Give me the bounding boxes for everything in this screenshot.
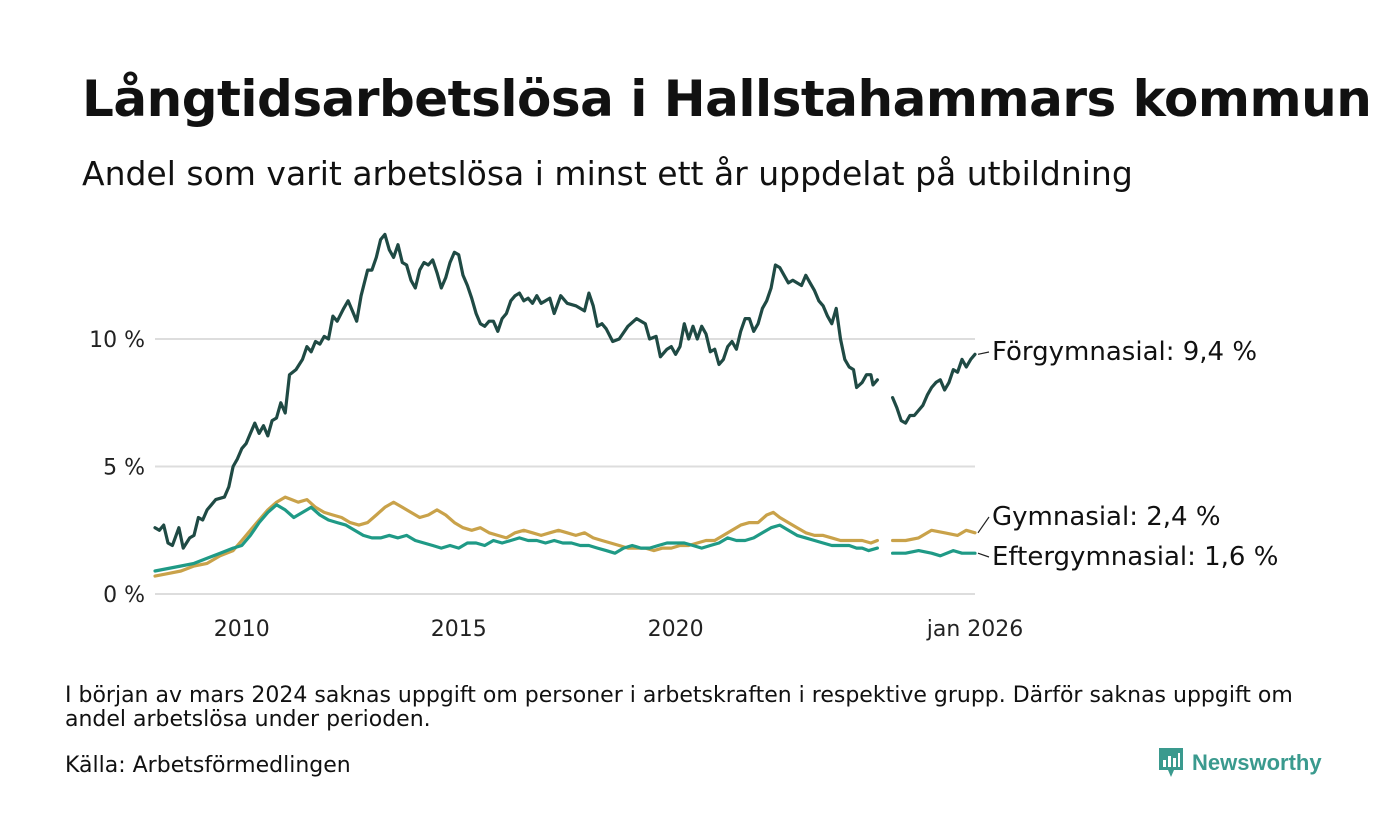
series-line: [153, 232, 879, 550]
series-line: [891, 528, 977, 543]
y-tick-label: 0 %: [103, 583, 145, 608]
series-lines: [153, 232, 977, 578]
footnote: I början av mars 2024 saknas uppgift om …: [65, 683, 1293, 732]
series-end-label: Eftergymnasial: 1,6 %: [992, 542, 1278, 572]
y-tick-label: 5 %: [103, 456, 145, 481]
x-tick-label: 2010: [214, 617, 270, 642]
series-end-label: Förgymnasial: 9,4 %: [992, 337, 1257, 367]
series-line: [153, 503, 879, 573]
label-leader: [977, 516, 990, 534]
x-axis: 2010 2015 2020 jan 2026: [214, 617, 1023, 642]
series-end-label: Gymnasial: 2,4 %: [992, 502, 1221, 532]
label-leader: [977, 552, 990, 558]
gridlines: [155, 338, 975, 595]
source-note: Källa: Arbetsförmedlingen: [65, 753, 351, 778]
chart-subtitle: Andel som varit arbetslösa i minst ett å…: [82, 154, 1133, 193]
series-förgymnasial: [153, 232, 977, 550]
newsworthy-logo-icon: [1159, 748, 1183, 777]
series-gymnasial: [153, 495, 977, 578]
y-tick-label: 10 %: [89, 328, 145, 353]
brand-name: Newsworthy: [1192, 750, 1322, 775]
chart-title: Långtidsarbetslösa i Hallstahammars komm…: [82, 70, 1372, 128]
label-leader: [977, 351, 990, 355]
brand-logo: Newsworthy: [1158, 747, 1322, 779]
end-labels: Förgymnasial: 9,4 % Gymnasial: 2,4 % Efter…: [977, 337, 1278, 572]
series-line: [153, 495, 879, 578]
y-axis: 0 % 5 % 10 %: [89, 328, 145, 608]
series-line: [891, 549, 977, 558]
x-tick-label: 2015: [431, 617, 487, 642]
series-line: [891, 352, 977, 425]
line-chart: 0 % 5 % 10 % 2010 2015 2020 jan 2026 Förgymna…: [89, 232, 1278, 642]
series-eftergymnasial: [153, 503, 977, 573]
x-tick-label: 2020: [648, 617, 704, 642]
x-tick-label: jan 2026: [926, 617, 1024, 642]
